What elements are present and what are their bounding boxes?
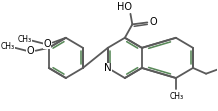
Text: O: O [26, 46, 34, 56]
Text: HO: HO [117, 2, 132, 12]
Text: O: O [149, 17, 157, 27]
Text: N: N [104, 63, 112, 73]
Text: CH₃: CH₃ [170, 92, 184, 101]
Text: CH₃: CH₃ [1, 42, 15, 51]
Text: CH₃: CH₃ [18, 35, 32, 44]
Text: O: O [43, 39, 51, 49]
